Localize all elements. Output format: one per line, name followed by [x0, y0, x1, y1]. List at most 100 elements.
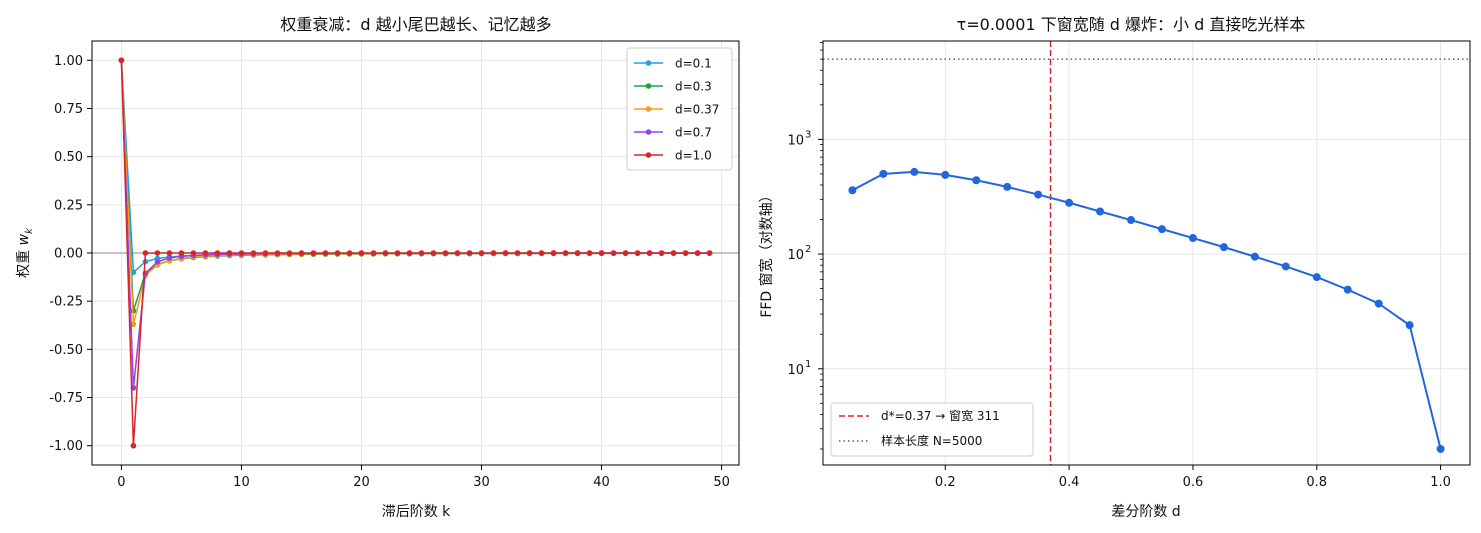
legend-label-dstar: d*=0.37 → 窗宽 311 — [881, 408, 1000, 423]
right-data-point — [1003, 182, 1012, 191]
right-chart: τ=0.0001 下窗宽随 d 爆炸：小 d 直接吃光样本 0.2 0.4 0.6 0… — [758, 15, 1471, 520]
left-x-tick-label: 10 — [233, 475, 250, 490]
left-chart-title: 权重衰减：d 越小尾巴越长、记忆越多 — [280, 15, 551, 34]
left-data-point — [586, 250, 593, 256]
left-legend-swatch-marker — [645, 152, 652, 158]
left-data-point — [286, 250, 293, 256]
legend-label-sample-length: 样本长度 N=5000 — [881, 433, 982, 448]
right-data-point — [1436, 444, 1445, 453]
right-plot-frame — [822, 40, 1471, 466]
left-y-axis-label: 权重 wk — [16, 227, 35, 278]
left-data-point — [706, 250, 713, 256]
left-data-point — [418, 250, 425, 256]
right-series-group — [848, 167, 1445, 453]
right-y-axis-label: FFD 窗宽（对数轴） — [758, 188, 775, 317]
right-data-point — [1157, 225, 1166, 234]
right-data-point — [1312, 273, 1321, 282]
right-data-point — [1096, 207, 1105, 216]
left-data-point — [262, 250, 269, 256]
right-x-tick-label: 1.0 — [1430, 475, 1451, 490]
right-y-tick-exponent: 1 — [805, 359, 811, 370]
left-x-tick-label: 50 — [713, 475, 730, 490]
left-series-d=0.7 — [118, 57, 713, 391]
left-data-point — [166, 250, 173, 256]
left-y-tick-label: 1.00 — [54, 54, 83, 69]
left-series-d=0.3 — [118, 57, 713, 314]
left-y-tick-label: 0.00 — [54, 247, 83, 262]
left-chart: 权重衰减：d 越小尾巴越长、记忆越多 0 10 20 30 40 50 1.00 0.75 0… — [16, 15, 740, 520]
left-y-ticks: 1.00 0.75 0.50 0.25 0.00 -0.25 -0.50 -0.75 -1.00 — [49, 54, 92, 454]
left-data-point — [442, 250, 449, 256]
right-legend-box — [830, 402, 1034, 457]
right-legend: d*=0.37 → 窗宽 311 样本长度 N=5000 — [830, 402, 1034, 457]
left-data-point — [394, 250, 401, 256]
left-data-point — [142, 250, 149, 256]
left-data-point — [526, 250, 533, 256]
left-data-point — [610, 250, 617, 256]
right-data-point — [1034, 190, 1043, 199]
left-legend-label: d=0.7 — [675, 126, 712, 140]
right-x-tick-label: 0.4 — [1059, 475, 1080, 490]
left-data-point — [478, 250, 485, 256]
left-data-point — [514, 250, 521, 256]
left-series-line — [120, 60, 710, 274]
left-x-tick-label: 30 — [473, 475, 490, 490]
left-data-point — [646, 250, 653, 256]
left-x-axis-label: 滞后阶数 k — [382, 504, 451, 520]
right-data-point — [1281, 262, 1290, 271]
left-y-tick-label: 0.75 — [54, 102, 83, 117]
left-y-tick-label: 0.25 — [54, 198, 83, 213]
left-data-point — [370, 250, 377, 256]
left-legend-label: d=0.3 — [675, 80, 712, 94]
left-x-tick-label: 0 — [117, 475, 125, 490]
left-data-point — [634, 250, 641, 256]
right-data-point — [1405, 321, 1414, 330]
right-data-point — [910, 167, 919, 176]
left-y-tick-label: -0.25 — [49, 295, 83, 310]
right-series-window-width — [848, 167, 1445, 453]
right-y-tick-exponent: 3 — [805, 129, 811, 140]
left-series-line — [120, 60, 710, 446]
left-legend-box — [626, 47, 733, 171]
left-x-ticks: 0 10 20 30 40 50 — [117, 465, 730, 490]
right-data-point — [1374, 299, 1383, 308]
left-legend-label: d=0.37 — [675, 103, 719, 117]
right-data-point — [1127, 216, 1136, 225]
left-data-point — [130, 321, 137, 328]
left-data-point — [166, 255, 173, 261]
right-x-tick-label: 0.6 — [1183, 475, 1204, 490]
right-chart-title: τ=0.0001 下窗宽随 d 爆炸：小 d 直接吃光样本 — [957, 15, 1306, 34]
left-data-point — [250, 250, 257, 256]
left-data-point — [538, 250, 545, 256]
left-series-line — [120, 60, 710, 312]
left-data-point — [490, 250, 497, 256]
left-data-point — [154, 250, 161, 256]
right-data-point — [1343, 285, 1352, 294]
left-legend-label: d=1.0 — [675, 149, 712, 163]
right-x-tick-label: 0.8 — [1306, 475, 1327, 490]
left-data-point — [226, 250, 233, 256]
left-data-point — [310, 250, 317, 256]
left-data-point — [238, 250, 245, 256]
right-gridlines — [823, 41, 1470, 465]
left-data-point — [190, 250, 197, 256]
left-data-point — [466, 250, 473, 256]
left-data-point — [358, 250, 365, 256]
left-data-point — [430, 250, 437, 256]
left-data-point — [274, 250, 281, 256]
left-data-point — [658, 250, 665, 256]
left-legend-swatch-marker — [645, 60, 652, 66]
left-y-tick-label: -1.00 — [49, 439, 83, 454]
right-series-line — [851, 170, 1442, 450]
left-legend-swatch-marker — [645, 83, 652, 89]
left-x-tick-label: 20 — [353, 475, 370, 490]
left-legend-swatch-marker — [645, 106, 652, 112]
left-series-line — [120, 60, 710, 388]
left-data-point — [694, 250, 701, 256]
left-data-point — [550, 250, 557, 256]
left-legend-swatch-marker — [645, 129, 652, 135]
left-data-point — [406, 250, 413, 256]
left-data-point — [598, 250, 605, 256]
